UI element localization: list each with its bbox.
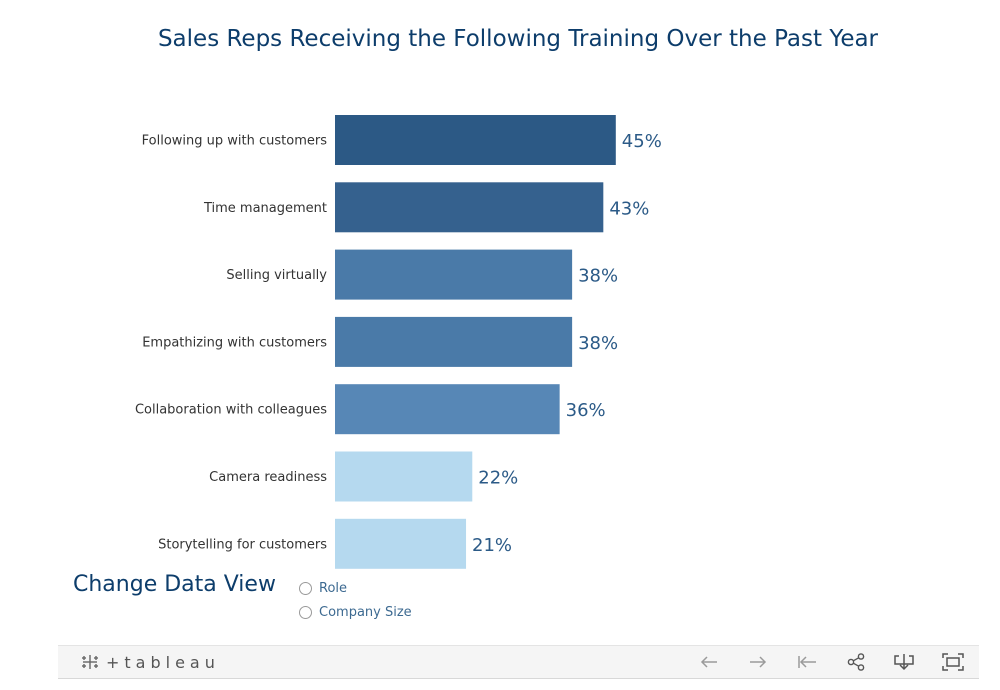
radio-option-company-size[interactable]: Company Size: [299, 600, 412, 624]
bar-chart: Following up with customers 45% Time manag…: [135, 115, 662, 569]
data-view-radio-group: Role Company Size: [299, 576, 412, 624]
tableau-toolbar: +tableau: [58, 645, 979, 679]
redo-icon[interactable]: [745, 650, 771, 674]
undo-icon[interactable]: [696, 650, 722, 674]
radio-label-role[interactable]: Role: [319, 580, 348, 596]
radio-label-company-size[interactable]: Company Size: [319, 604, 412, 620]
category-label: Time management: [203, 201, 327, 216]
revert-icon[interactable]: [794, 650, 820, 674]
value-label: 21%: [472, 535, 512, 556]
value-label: 45%: [622, 131, 662, 152]
tableau-logo[interactable]: +tableau: [80, 652, 220, 672]
radio-option-role[interactable]: Role: [299, 576, 412, 600]
chart-title: Sales Reps Receiving the Following Train…: [157, 26, 879, 52]
bar[interactable]: [335, 182, 604, 233]
tableau-logo-icon: [82, 655, 98, 669]
download-icon[interactable]: [891, 650, 917, 674]
fullscreen-icon[interactable]: [940, 650, 966, 674]
category-label: Storytelling for customers: [158, 537, 327, 552]
value-label: 38%: [578, 266, 618, 287]
bar[interactable]: [335, 115, 616, 165]
bar[interactable]: [335, 518, 467, 569]
category-label: Selling virtually: [226, 268, 327, 283]
bar[interactable]: [335, 451, 473, 502]
category-label: Empathizing with customers: [142, 335, 327, 350]
category-label: Following up with customers: [142, 134, 328, 149]
bar[interactable]: [335, 384, 560, 435]
value-label: 38%: [578, 333, 618, 354]
value-label: 36%: [566, 400, 606, 421]
tableau-logo-text: +tableau: [106, 652, 220, 672]
change-data-view-title: Change Data View: [73, 572, 276, 597]
category-label: Camera readiness: [209, 470, 327, 485]
value-label: 43%: [609, 198, 649, 219]
category-label: Collaboration with colleagues: [135, 403, 327, 418]
share-icon[interactable]: [843, 650, 869, 674]
bar[interactable]: [335, 249, 573, 300]
bar[interactable]: [335, 316, 573, 367]
radio-circle-icon[interactable]: [299, 581, 312, 595]
value-label: 22%: [478, 468, 518, 489]
radio-circle-icon[interactable]: [299, 605, 312, 619]
